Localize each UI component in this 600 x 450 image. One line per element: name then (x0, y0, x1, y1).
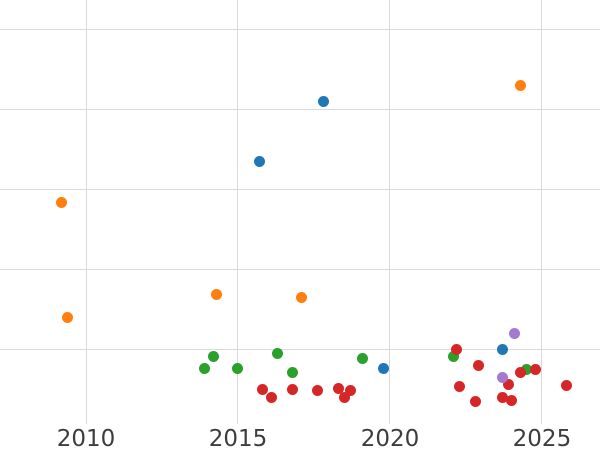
x-tick-label-2025: 2025 (512, 426, 572, 450)
scatter-point-green (521, 363, 533, 375)
scatter-point-orange (56, 197, 68, 209)
scatter-point-green (448, 350, 460, 362)
scatter-point-green (208, 350, 220, 362)
scatter-point-blue (317, 95, 329, 107)
scatter-point-red (256, 384, 268, 396)
scatter-point-red (332, 382, 344, 394)
scatter-point-green (357, 353, 369, 365)
scatter-point-orange (296, 292, 308, 304)
scatter-point-purple (509, 327, 521, 339)
scatter-point-red (344, 385, 356, 397)
scatter-point-blue (253, 155, 265, 167)
scatter-point-red (560, 379, 572, 391)
scatter-point-green (287, 366, 299, 378)
scatter-point-red (454, 381, 466, 393)
horizontal-gridline (0, 188, 600, 190)
scatter-point-red (530, 363, 542, 375)
scatter-point-red (496, 391, 508, 403)
scatter-point-red (515, 366, 527, 378)
x-tick-label-2010: 2010 (56, 426, 116, 450)
scatter-point-blue (378, 362, 390, 374)
horizontal-gridline (0, 28, 600, 30)
scatter-point-red (287, 383, 299, 395)
x-tick-label-2020: 2020 (360, 426, 420, 450)
scatter-point-red (451, 343, 463, 355)
scatter-point-red (311, 385, 323, 397)
vertical-gridline (237, 0, 239, 424)
scatter-point-red (506, 394, 518, 406)
scatter-point-green (232, 362, 244, 374)
horizontal-gridline (0, 108, 600, 110)
scatter-point-orange (211, 289, 223, 301)
scatter-point-red (338, 391, 350, 403)
scatter-point-blue (496, 344, 508, 356)
x-tick-label-2015: 2015 (208, 426, 268, 450)
scatter-point-red (265, 392, 277, 404)
scatter-point-orange (515, 80, 527, 92)
scatter-point-red (472, 360, 484, 372)
scatter-point-red (503, 378, 514, 390)
vertical-gridline (541, 0, 543, 424)
scatter-point-orange (62, 311, 74, 323)
scatter-point-purple (496, 372, 508, 384)
vertical-gridline (389, 0, 391, 424)
horizontal-gridline (0, 348, 600, 350)
scatter-point-green (272, 348, 283, 360)
scatter-point-green (199, 362, 211, 374)
scatter-point-red (469, 396, 481, 408)
vertical-gridline (85, 0, 87, 424)
horizontal-gridline (0, 268, 600, 270)
